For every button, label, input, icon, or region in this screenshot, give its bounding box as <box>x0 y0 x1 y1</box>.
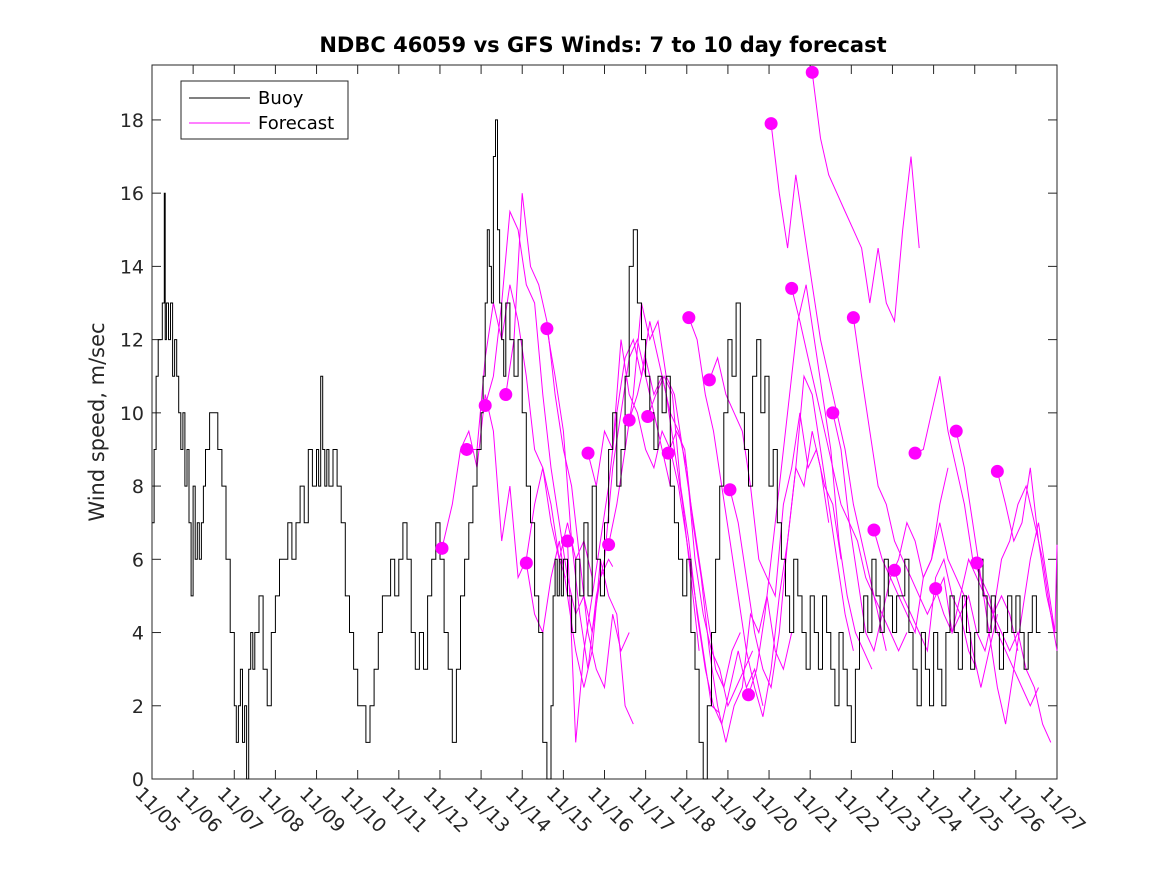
forecast-line-23 <box>894 557 1019 653</box>
y-tick-label: 18 <box>120 110 144 132</box>
forecast-start-marker-3 <box>478 399 492 413</box>
forecast-start-marker-15 <box>723 483 737 497</box>
forecast-series-group <box>441 72 1058 743</box>
forecast-line-14 <box>708 356 842 598</box>
y-tick-label: 14 <box>120 256 144 278</box>
forecast-start-marker-7 <box>560 534 574 548</box>
forecast-start-marker-19 <box>805 65 819 79</box>
forecast-line-9 <box>608 302 741 690</box>
forecast-line-7 <box>567 321 700 743</box>
y-tick-label: 10 <box>120 403 144 425</box>
legend-forecast-label: Forecast <box>258 113 334 134</box>
forecast-line-1 <box>441 394 566 580</box>
plot-area <box>151 64 1058 780</box>
y-tick-labels: 0 2 4 6 8 10 12 14 16 18 <box>120 110 144 791</box>
forecast-start-markers <box>435 65 1004 702</box>
forecast-line-13 <box>688 317 830 717</box>
forecast-line-4 <box>505 193 630 690</box>
forecast-start-marker-18 <box>785 281 799 295</box>
y-tick-label: 2 <box>132 696 144 718</box>
forecast-start-marker-24 <box>908 446 922 460</box>
forecast-start-marker-12 <box>661 446 675 460</box>
chart-title: NDBC 46059 vs GFS Winds: 7 to 10 day for… <box>319 33 886 57</box>
buoy-line <box>152 119 1041 780</box>
axis-ticks <box>151 65 1058 780</box>
y-tick-label: 4 <box>132 623 144 645</box>
forecast-start-marker-27 <box>970 556 984 570</box>
forecast-line-28 <box>996 467 1058 633</box>
legend: Buoy Forecast <box>180 80 349 140</box>
y-tick-label: 12 <box>120 330 144 352</box>
forecast-start-marker-5 <box>519 556 533 570</box>
forecast-line-15 <box>729 374 854 690</box>
forecast-line-19 <box>811 72 920 324</box>
forecast-line-26 <box>955 431 1056 725</box>
forecast-start-marker-16 <box>741 688 755 702</box>
forecast-start-marker-17 <box>764 117 778 131</box>
y-tick-label: 6 <box>132 549 144 571</box>
y-tick-label: 0 <box>132 769 144 791</box>
forecast-start-marker-21 <box>846 311 860 325</box>
forecast-line-21 <box>852 317 978 670</box>
legend-box <box>180 80 349 140</box>
forecast-start-marker-25 <box>929 582 943 596</box>
forecast-line-3 <box>484 209 614 633</box>
forecast-line-22 <box>873 522 998 688</box>
forecast-start-marker-4 <box>499 388 513 402</box>
forecast-start-marker-9 <box>602 538 616 552</box>
forecast-start-marker-14 <box>702 373 716 387</box>
forecast-start-marker-2 <box>460 442 474 456</box>
forecast-start-marker-23 <box>888 563 902 577</box>
forecast-start-marker-22 <box>867 523 881 537</box>
forecast-start-marker-1 <box>435 541 449 555</box>
y-axis-label: Wind speed, m/sec <box>85 322 109 521</box>
forecast-line-8 <box>587 339 721 714</box>
legend-buoy-label: Buoy <box>258 88 304 109</box>
forecast-start-marker-10 <box>622 413 636 427</box>
y-tick-label: 8 <box>132 476 144 498</box>
forecast-start-marker-11 <box>641 410 655 424</box>
forecast-line-5 <box>525 540 634 725</box>
buoy-series-group <box>152 119 1041 780</box>
forecast-line-17 <box>770 123 887 651</box>
forecast-line-16 <box>748 284 873 695</box>
y-tick-label: 16 <box>120 183 144 205</box>
forecast-start-marker-28 <box>990 464 1004 478</box>
forecast-line-27 <box>976 484 1058 651</box>
forecast-start-marker-20 <box>826 406 840 420</box>
forecast-start-marker-8 <box>581 446 595 460</box>
forecast-start-marker-13 <box>682 311 696 325</box>
forecast-line-12 <box>667 429 793 743</box>
forecast-start-marker-6 <box>540 322 554 336</box>
forecast-start-marker-26 <box>949 424 963 438</box>
